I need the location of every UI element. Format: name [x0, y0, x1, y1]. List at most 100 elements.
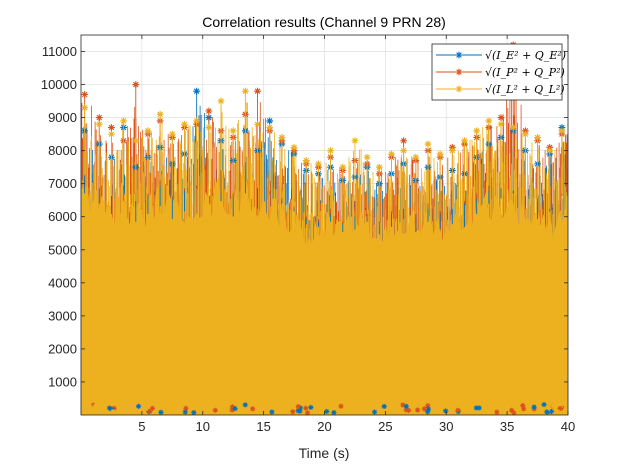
low-marker-88 [147, 408, 153, 414]
y-tick-label-5: 6000 [48, 209, 77, 224]
low-marker-36 [425, 406, 432, 412]
y-tick-label-10: 11000 [42, 44, 77, 59]
low-marker-32 [409, 402, 416, 408]
low-marker-71 [259, 404, 265, 410]
y-tick-label-3: 4000 [48, 275, 77, 290]
legend-marker-2 [455, 85, 463, 93]
series-2-point-38 [546, 147, 554, 155]
series-2-point-8 [181, 120, 188, 128]
low-marker-85 [455, 407, 461, 413]
legend[interactable]: √(I_E² + Q_E²) √(I_P² + Q_P²) √(I_L² + Q_L… [431, 43, 566, 101]
legend-item-0: √(I_E² + Q_E²) [436, 49, 566, 62]
low-marker-57 [476, 405, 482, 411]
series-2-point-30 [448, 147, 456, 155]
low-marker-13 [403, 407, 409, 413]
series-2-point-12 [229, 127, 237, 135]
series-2-point-17 [290, 143, 298, 151]
low-marker-35 [92, 403, 98, 409]
x-tick-label-7: 40 [561, 419, 575, 434]
low-marker-75 [541, 401, 547, 408]
x-tick-label-6: 35 [500, 419, 514, 434]
series-0-point-15 [266, 117, 274, 125]
x-tick-label-0: 5 [138, 419, 145, 434]
low-marker-29 [563, 406, 569, 413]
legend-item-2: √(I_L² + Q_L²) [436, 83, 565, 96]
low-marker-10 [509, 407, 515, 413]
y-tick-label-0: 1000 [48, 374, 77, 389]
low-marker-69 [425, 409, 431, 415]
series-2-point-29 [436, 150, 444, 158]
low-marker-46 [212, 407, 218, 413]
low-marker-41 [479, 409, 486, 415]
low-marker-89 [262, 408, 268, 414]
low-marker-42 [297, 405, 303, 411]
series-2-point-28 [424, 140, 432, 148]
x-axis-label: Time (s) [299, 445, 350, 461]
dense-fill-area [81, 168, 568, 415]
low-marker-11 [201, 407, 207, 413]
low-marker-79 [229, 407, 235, 413]
low-marker-38 [537, 404, 543, 410]
series-2-point-9 [193, 117, 201, 125]
low-marker-49 [414, 407, 421, 413]
series-2-point-27 [412, 153, 420, 161]
low-marker-34 [90, 402, 97, 408]
low-marker-68 [218, 408, 225, 414]
series-2-point-10 [205, 124, 213, 131]
low-marker-48 [135, 403, 142, 409]
series-2-point-36 [521, 130, 529, 138]
legend-label-2: √(I_L² + Q_L²) [485, 83, 565, 96]
series-2-point-4 [132, 137, 140, 145]
low-marker-33 [403, 403, 409, 409]
y-tick-label-4: 5000 [48, 242, 77, 257]
series-1-point-4 [132, 81, 140, 88]
series-2-point-24 [375, 163, 383, 171]
legend-marker-1 [455, 68, 463, 76]
series-1-point-14 [254, 87, 261, 95]
legend-item-1: √(I_P² + Q_P²) [436, 66, 565, 79]
series-2-point-34 [497, 120, 505, 128]
y-tick-label-7: 8000 [48, 143, 77, 158]
series-0-point-9 [193, 87, 201, 95]
low-marker-12 [443, 408, 449, 414]
low-marker-4 [511, 410, 517, 416]
low-marker-31 [400, 402, 406, 408]
data-series-layer [80, 41, 569, 416]
y-tick-label-8: 9000 [48, 110, 77, 125]
low-marker-30 [308, 404, 314, 411]
legend-label-1: √(I_P² + Q_P²) [485, 66, 565, 79]
low-marker-65 [221, 409, 227, 415]
series-2-point-0 [81, 104, 89, 112]
low-marker-24 [182, 409, 188, 415]
low-marker-0 [269, 409, 275, 415]
series-2-point-20 [327, 147, 334, 155]
legend-label-0: √(I_E² + Q_E²) [485, 49, 566, 62]
x-tick-label-3: 20 [317, 419, 331, 434]
low-marker-45 [381, 403, 387, 410]
series-2-point-6 [156, 110, 164, 118]
series-2-point-39 [558, 127, 566, 135]
low-marker-73 [521, 406, 527, 412]
series-1-point-26 [400, 137, 408, 145]
series-2-point-35 [509, 124, 517, 131]
series-2-point-14 [254, 120, 261, 128]
low-marker-19 [111, 405, 117, 411]
y-tick-label-2: 3000 [48, 308, 77, 323]
series-2-point-3 [120, 117, 128, 125]
series-2-point-25 [388, 150, 395, 158]
series-2-point-32 [473, 127, 481, 135]
low-marker-55 [290, 409, 296, 415]
chart-title: Correlation results (Channel 9 PRN 28) [202, 14, 446, 30]
series-2-point-1 [95, 120, 103, 128]
series-2-point-26 [400, 147, 408, 155]
x-tick-label-1: 10 [196, 419, 210, 434]
low-marker-66 [544, 409, 550, 415]
low-marker-9 [548, 408, 555, 415]
axis-ticks: 5 10 15 20 25 30 35 40 1000 2000 3000 4000 5000 6000 7… [41, 35, 575, 434]
low-marker-74 [88, 404, 94, 411]
low-marker-52 [421, 406, 427, 412]
y-tick-label-6: 7000 [48, 176, 77, 191]
series-2-point-19 [315, 160, 322, 168]
series-1-point-1 [95, 114, 103, 122]
